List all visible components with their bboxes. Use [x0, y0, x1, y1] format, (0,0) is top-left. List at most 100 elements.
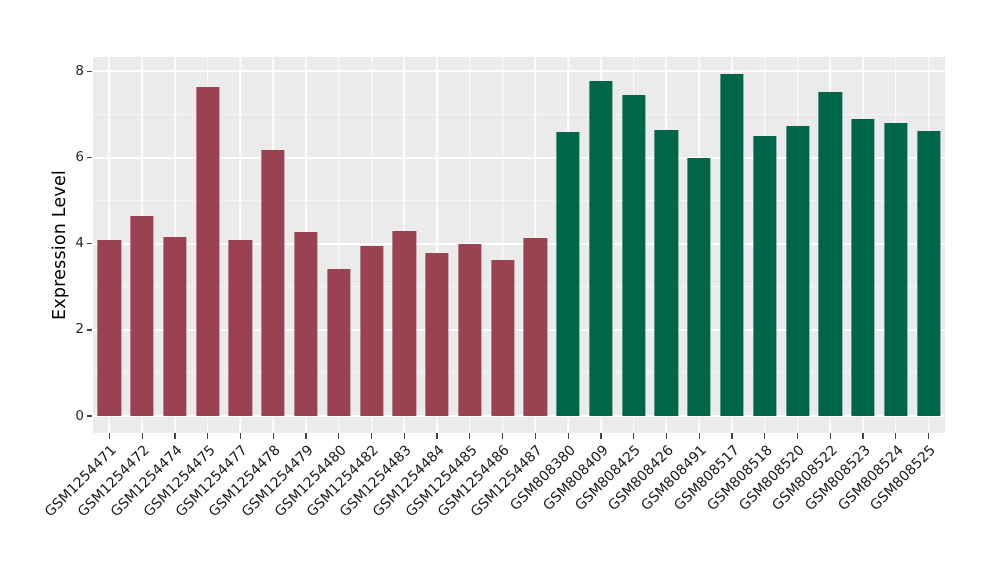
major-gridline: [93, 156, 945, 159]
bar-cell: [388, 57, 421, 433]
bar-cell: [879, 57, 912, 433]
bar-GSM808522: [818, 92, 842, 416]
bar-GSM808524: [884, 123, 908, 416]
y-tick-label: 4: [75, 235, 84, 252]
bar-cell: [159, 57, 192, 433]
bar-cell: [290, 57, 323, 433]
x-tick-mark: [927, 433, 930, 439]
bar-GSM1254479: [294, 232, 318, 416]
bar-cell: [421, 57, 454, 433]
bar-cell: [617, 57, 650, 433]
x-tick-mark: [141, 433, 143, 439]
bar-GSM808409: [589, 81, 613, 416]
bar-cell: [453, 57, 486, 433]
bar-GSM808517: [720, 74, 744, 416]
x-tick-mark: [796, 433, 799, 439]
major-gridline: [93, 328, 945, 331]
bar-GSM1254486: [490, 259, 515, 416]
x-tick-mark: [272, 433, 274, 439]
bar-cell: [93, 57, 126, 433]
y-tick-mark: [87, 329, 92, 331]
major-gridline: [93, 415, 945, 417]
x-tick-mark: [862, 433, 864, 439]
x-tick-mark: [370, 433, 373, 439]
bar-GSM1254474: [163, 236, 187, 416]
minor-gridline: [93, 114, 945, 115]
y-tick-mark: [87, 243, 92, 245]
x-tick-mark: [665, 433, 668, 439]
y-tick-label: 8: [75, 62, 84, 79]
bar-GSM1254484: [425, 253, 449, 416]
bar-GSM1254480: [327, 268, 351, 416]
bar-GSM808491: [687, 157, 711, 416]
x-tick-mark: [698, 433, 700, 439]
bar-GSM808520: [785, 126, 810, 416]
bar-GSM808525: [916, 131, 941, 416]
vertical-gridline: [436, 57, 438, 433]
bar-GSM1254472: [130, 215, 154, 416]
x-tick-mark: [403, 433, 405, 439]
bar-cell: [683, 57, 716, 433]
bar-cell: [126, 57, 159, 433]
bar-GSM808518: [753, 136, 777, 416]
bar-cell: [748, 57, 781, 433]
bar-cell: [519, 57, 552, 433]
bar-cell: [814, 57, 847, 433]
bar-cell: [224, 57, 257, 433]
x-tick-mark: [567, 433, 569, 439]
major-gridline: [93, 70, 945, 73]
y-tick-label: 6: [75, 149, 84, 166]
x-tick-mark: [501, 433, 504, 439]
bar-cell: [355, 57, 388, 433]
bar-GSM1254482: [359, 245, 384, 416]
x-tick-mark: [338, 433, 340, 439]
bar-GSM1254485: [458, 243, 482, 416]
vertical-gridline: [370, 57, 373, 433]
bar-cell: [650, 57, 683, 433]
bar-cell: [781, 57, 814, 433]
y-tick-label: 0: [75, 407, 84, 424]
minor-gridline: [93, 286, 945, 288]
bar-GSM1254471: [97, 240, 121, 416]
bar-cell: [912, 57, 945, 433]
bar-GSM808380: [556, 131, 580, 416]
x-tick-mark: [829, 433, 831, 439]
bar-cell: [257, 57, 290, 433]
bar-cell: [191, 57, 224, 433]
x-tick-mark: [207, 433, 209, 439]
bar-cell: [585, 57, 618, 433]
vertical-gridline: [337, 57, 340, 433]
y-tick-mark: [87, 70, 92, 73]
bar-cell: [552, 57, 585, 433]
y-tick-mark: [87, 415, 92, 417]
plot-panel: [93, 57, 945, 433]
x-tick-mark: [436, 433, 438, 439]
y-tick-mark: [87, 156, 92, 159]
bar-GSM808425: [622, 94, 646, 416]
bar-cell: [486, 57, 519, 433]
vertical-gridline: [501, 57, 504, 433]
minor-gridline: [93, 372, 945, 374]
bar-GSM1254477: [228, 240, 253, 416]
bar-cell: [716, 57, 749, 433]
bar-cell: [322, 57, 355, 433]
x-tick-mark: [469, 433, 471, 439]
bar-GSM808523: [851, 118, 875, 416]
x-tick-mark: [534, 433, 537, 439]
minor-gridline: [93, 200, 945, 202]
major-gridline: [93, 242, 945, 245]
x-tick-mark: [895, 433, 897, 439]
x-tick-mark: [239, 433, 242, 439]
bar-GSM1254487: [523, 238, 547, 416]
x-tick-mark: [108, 433, 111, 439]
bar-cell: [847, 57, 880, 433]
bar-GSM1254475: [196, 87, 220, 416]
x-tick-mark: [600, 433, 602, 439]
x-tick-mark: [633, 433, 635, 439]
x-tick-mark: [731, 433, 733, 439]
bar-GSM1254483: [392, 230, 416, 416]
y-tick-label: 2: [75, 321, 84, 338]
x-tick-mark: [764, 433, 766, 439]
